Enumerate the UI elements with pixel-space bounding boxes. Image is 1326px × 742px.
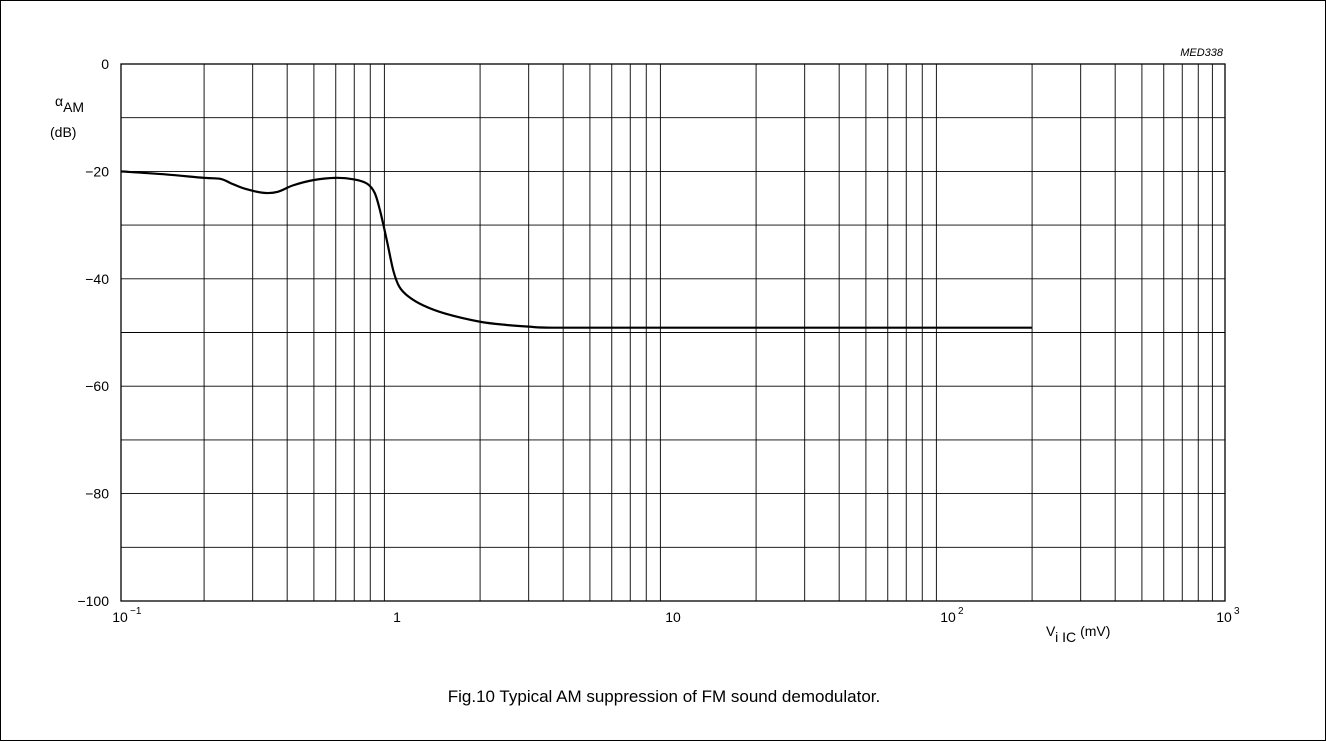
x-tick-exponent: −1 <box>130 606 142 617</box>
y-axis-unit: (dB) <box>50 124 76 140</box>
y-axis-label: αAM <box>55 93 84 115</box>
y-tick-labels: 0 −20 −40 −60 −80 −100 <box>77 56 109 609</box>
x-axis-unit: (mV) <box>1080 623 1110 639</box>
y-tick-label: −40 <box>85 271 109 287</box>
x-axis-subscript: i IC <box>1055 629 1076 645</box>
x-tick-labels: 10 −1 1 10 10 2 10 3 <box>112 606 1240 625</box>
y-tick-label: −80 <box>85 486 109 502</box>
plot-area-border <box>120 63 1226 602</box>
grid-lines <box>121 64 1225 601</box>
x-tick-exponent: 3 <box>1234 606 1240 617</box>
x-tick-base: 10 <box>1216 609 1232 625</box>
x-tick-base: 10 <box>940 609 956 625</box>
x-tick-base: 1 <box>393 609 401 625</box>
x-tick-label: 10 <box>665 609 681 625</box>
y-axis-symbol: α <box>55 93 63 109</box>
y-tick-label: −100 <box>77 593 109 609</box>
y-tick-label: −20 <box>85 163 109 179</box>
x-tick-exponent: 2 <box>958 606 964 617</box>
x-tick-label: 10 3 <box>1216 606 1240 625</box>
x-tick-label: 1 <box>393 609 401 625</box>
figure-caption: Fig.10 Typical AM suppression of FM soun… <box>447 687 881 706</box>
x-tick-base: 10 <box>112 609 128 625</box>
series-line <box>120 170 1033 329</box>
x-axis-label: Vi IC (mV) <box>1046 623 1110 645</box>
y-tick-label: −60 <box>85 378 109 394</box>
x-tick-base: 10 <box>665 609 681 625</box>
figure-code: MED338 <box>1180 47 1224 59</box>
x-tick-label: 10 −1 <box>112 606 142 625</box>
y-axis-subscript: AM <box>63 99 84 115</box>
x-axis-base: V <box>1046 623 1056 639</box>
y-tick-label: 0 <box>101 56 109 72</box>
x-tick-label: 10 2 <box>940 606 964 625</box>
